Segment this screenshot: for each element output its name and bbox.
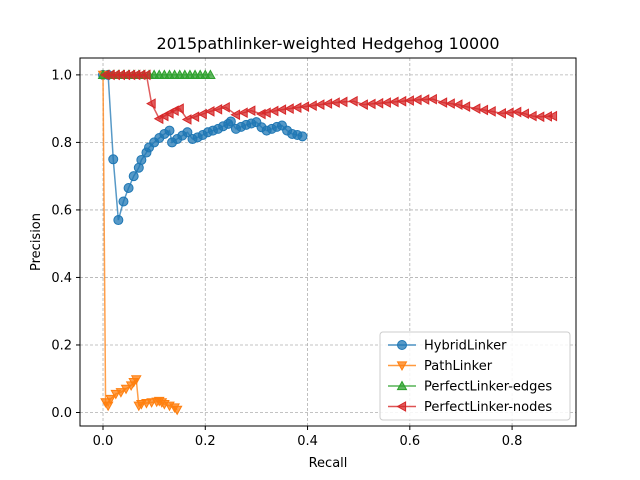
data-point-perfectlinker-nodes xyxy=(445,98,455,109)
x-tick-label: 0.4 xyxy=(297,434,318,449)
data-point-pathlinker xyxy=(130,375,142,385)
data-point-hybridlinker xyxy=(297,131,308,142)
data-point-perfectlinker-nodes xyxy=(348,95,358,107)
y-tick-label: 0.4 xyxy=(51,271,72,286)
data-point-perfectlinker-nodes xyxy=(337,96,348,108)
chart-title: 2015pathlinker-weighted Hedgehog 10000 xyxy=(156,34,499,53)
data-point-perfectlinker-edges xyxy=(205,69,216,79)
y-tick-label: 0.8 xyxy=(51,136,72,151)
y-tick-label: 0.0 xyxy=(51,406,72,421)
data-point-perfectlinker-nodes xyxy=(181,114,192,125)
x-axis-label: Recall xyxy=(309,456,348,471)
series-layer xyxy=(97,69,558,416)
data-point-hybridlinker xyxy=(164,125,175,136)
data-point-hybridlinker xyxy=(123,182,134,193)
legend-label: PathLinker xyxy=(424,359,493,374)
legend-marker xyxy=(396,361,408,372)
data-point-hybridlinker xyxy=(118,196,129,207)
data-point-perfectlinker-nodes xyxy=(212,103,223,115)
data-point-perfectlinker-nodes xyxy=(437,97,448,108)
plot-frame xyxy=(79,57,577,427)
x-tick-label: 0.0 xyxy=(93,434,114,449)
x-tick-label: 0.2 xyxy=(195,434,216,449)
data-point-perfectlinker-nodes xyxy=(322,98,333,109)
data-point-perfectlinker-nodes xyxy=(197,108,207,120)
data-point-perfectlinker-nodes xyxy=(189,111,200,123)
data-point-perfectlinker-nodes xyxy=(299,101,310,112)
legend-label: HybridLinker xyxy=(424,339,507,354)
data-point-perfectlinker-nodes xyxy=(427,93,437,105)
data-point-perfectlinker-nodes xyxy=(204,105,215,117)
data-point-perfectlinker-nodes xyxy=(238,107,248,119)
data-point-perfectlinker-nodes xyxy=(486,105,496,117)
data-point-perfectlinker-nodes xyxy=(146,98,156,109)
x-tick-label: 0.8 xyxy=(502,434,523,449)
data-point-pathlinker xyxy=(171,405,183,416)
data-point-perfectlinker-nodes xyxy=(452,99,463,110)
legend-label: PerfectLinker-edges xyxy=(424,380,552,395)
legend-box xyxy=(379,331,571,421)
data-point-perfectlinker-nodes xyxy=(220,101,230,113)
y-tick-label: 0.6 xyxy=(51,203,72,218)
legend-marker xyxy=(396,401,407,412)
x-tick-label: 0.6 xyxy=(399,434,420,449)
data-point-perfectlinker-nodes xyxy=(230,109,241,121)
data-point-perfectlinker-nodes xyxy=(245,105,256,117)
data-point-hybridlinker xyxy=(182,127,193,138)
legend: HybridLinker PathLinker PerfectLinker-edge… xyxy=(379,331,571,421)
data-point-perfectlinker-nodes xyxy=(460,101,471,112)
data-point-perfectlinker-nodes xyxy=(519,108,529,120)
data-point-perfectlinker-nodes xyxy=(547,110,558,122)
y-tick-label: 1.0 xyxy=(51,68,72,83)
data-point-pathlinker xyxy=(102,401,114,412)
data-point-pathlinker xyxy=(120,384,132,395)
data-point-perfectlinker-nodes xyxy=(174,103,184,114)
data-point-pathlinker xyxy=(115,388,127,398)
data-point-hybridlinker xyxy=(128,171,139,182)
data-point-perfectlinker-nodes xyxy=(276,104,287,116)
legend-entry-hybridlinker: HybridLinker xyxy=(388,339,507,354)
data-point-pathlinker xyxy=(105,394,117,405)
data-point-perfectlinker-nodes xyxy=(140,69,151,81)
data-point-perfectlinker-nodes xyxy=(268,105,279,117)
data-point-hybridlinker xyxy=(108,154,119,165)
legend-marker xyxy=(396,380,408,391)
y-axis-label: Precision xyxy=(29,213,44,271)
data-point-perfectlinker-nodes xyxy=(284,103,294,114)
data-point-perfectlinker-nodes xyxy=(291,102,302,113)
data-point-perfectlinker-nodes xyxy=(470,103,481,114)
data-point-hybridlinker xyxy=(136,154,147,165)
ticks: 0.0 0.2 0.4 0.6 0.8 0.0 0.2 0.4 0.6 0.8 1.0 xyxy=(51,68,522,449)
data-point-perfectlinker-nodes xyxy=(511,106,522,118)
data-point-hybridlinker xyxy=(113,215,124,226)
data-point-perfectlinker-nodes xyxy=(478,104,489,116)
legend-entry-perfectlinker-nodes: PerfectLinker-nodes xyxy=(388,400,552,415)
data-point-perfectlinker-nodes xyxy=(314,99,325,110)
y-tick-label: 0.2 xyxy=(51,338,72,353)
data-point-perfectlinker-nodes xyxy=(307,100,317,111)
data-point-hybridlinker xyxy=(225,116,236,127)
series-perfectlinker-nodes xyxy=(100,69,558,125)
data-point-perfectlinker-nodes xyxy=(261,107,271,119)
legend-entry-pathlinker: PathLinker xyxy=(388,359,493,374)
legend-marker xyxy=(397,340,407,350)
legend-entry-perfectlinker-edges: PerfectLinker-edges xyxy=(388,380,552,395)
legend-label: PerfectLinker-nodes xyxy=(424,400,552,415)
